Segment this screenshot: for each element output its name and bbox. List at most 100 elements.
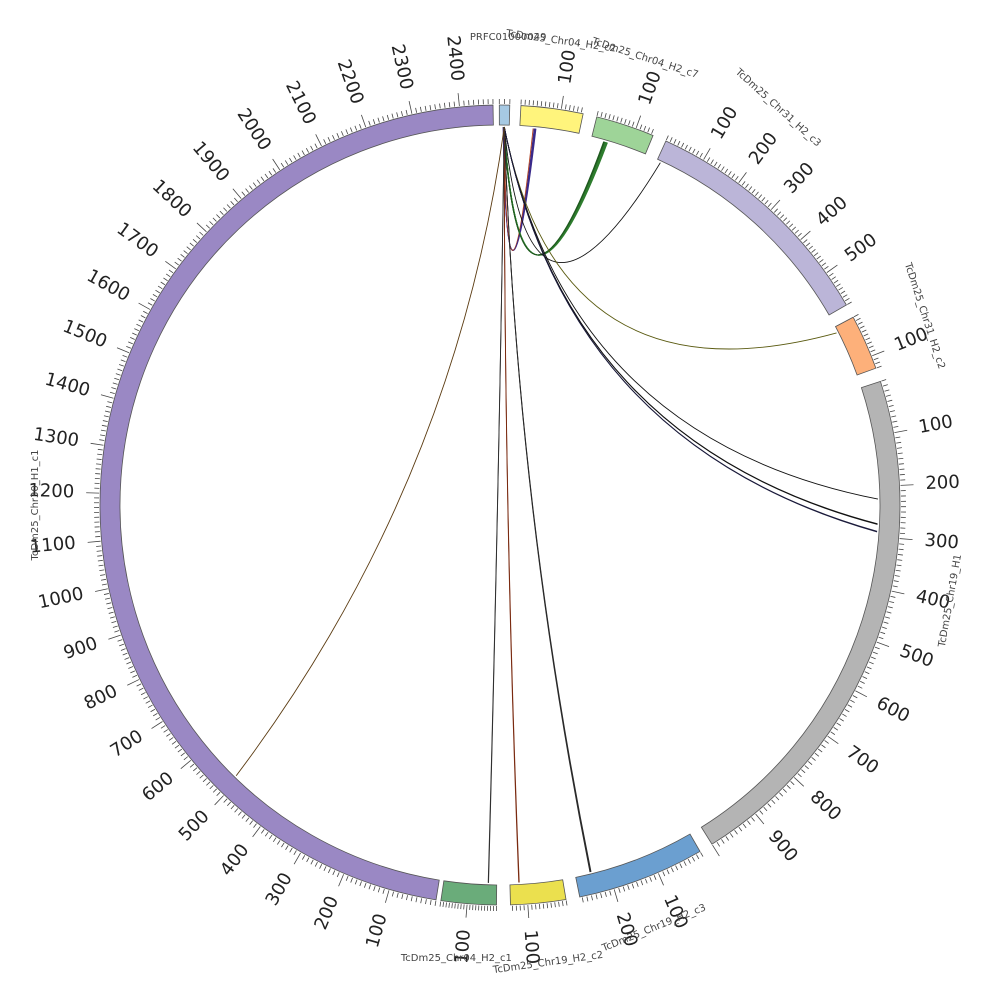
segment-TcDm25_Chr30_H1_c1[interactable] [99,104,494,901]
minor-tick [319,864,323,869]
minor-tick [836,283,841,287]
minor-tick [763,806,768,812]
tick-label: 2100 [281,78,320,128]
minor-tick [803,239,808,244]
minor-tick [831,276,836,280]
major-tick [127,679,140,686]
minor-tick [622,886,626,892]
minor-tick [183,250,188,254]
minor-tick [285,845,289,850]
minor-tick [109,391,115,394]
minor-tick [859,325,865,329]
minor-tick [887,606,893,609]
tick-label: 1300 [32,424,80,452]
minor-tick [653,875,657,880]
tick-label: 900 [764,826,802,866]
major-tick [315,134,322,147]
minor-tick [717,163,722,169]
minor-tick [192,238,198,243]
segment-TcDm25_Chr04_H2_c1[interactable] [440,880,498,906]
minor-tick [647,127,650,133]
segment-label: TcDm25_Chr31_H2_c3 [732,66,823,149]
minor-tick [700,852,704,857]
minor-tick [314,143,318,149]
minor-tick [838,287,843,291]
minor-tick [100,429,106,432]
segment-PRFC01000049[interactable] [498,104,511,126]
minor-tick [128,666,134,669]
minor-tick [821,262,827,267]
minor-tick [429,105,432,111]
minor-tick [627,885,630,891]
segment-TcDm25_Chr04_H2_c2[interactable] [519,105,584,134]
minor-tick [814,752,820,757]
minor-tick [897,452,903,455]
minor-tick [636,881,639,887]
minor-tick [853,314,859,318]
segment-TcDm25_Chr19_H1[interactable] [700,380,901,845]
major-tick [899,538,913,541]
minor-tick [147,302,153,306]
segment-label: TcDm25_Chr31_H2_c2 [902,261,947,371]
tick-label: 100 [520,929,543,965]
minor-tick [552,102,555,108]
minor-tick [256,179,261,184]
major-tick [635,115,642,128]
minor-tick [189,242,194,247]
minor-tick [293,850,297,855]
minor-tick [581,897,584,903]
minor-tick [721,166,725,171]
segment-TcDm25_Chr31_H2_c3[interactable] [657,140,847,316]
tick-label: 800 [81,681,121,715]
minor-tick [196,771,201,775]
segment-TcDm25_Chr04_H2_c7[interactable] [591,116,654,155]
minor-tick [783,217,788,222]
minor-tick [439,103,441,109]
minor-tick [891,415,897,418]
minor-tick [177,748,183,753]
minor-tick [101,583,107,586]
minor-tick [847,704,853,708]
minor-tick [230,200,235,206]
minor-tick [764,199,769,205]
minor-tick [105,597,111,600]
minor-tick [206,781,211,786]
minor-tick [136,323,142,327]
minor-tick [140,315,146,319]
minor-tick [223,207,228,212]
minor-tick [336,133,340,138]
minor-tick [780,214,785,219]
minor-tick [865,337,871,341]
minor-tick [327,137,331,142]
minor-tick [132,332,137,336]
major-tick [900,484,914,486]
tick-label: 100 [917,411,955,438]
minor-tick [293,155,297,160]
minor-tick [640,880,644,886]
major-tick [214,795,224,806]
minor-tick [616,116,619,122]
minor-tick [612,115,615,121]
minor-tick [767,803,772,808]
minor-tick [577,106,579,112]
segment-TcDm25_Chr19_H2_c3[interactable] [575,833,701,898]
minor-tick [857,321,863,325]
tick-label: 1600 [83,265,133,306]
minor-tick [439,901,442,907]
segment-TcDm25_Chr19_H2_c2[interactable] [509,879,567,906]
minor-tick [419,106,422,112]
minor-tick [249,820,254,825]
minor-tick [892,420,898,423]
minor-tick [687,858,691,864]
segment-TcDm25_Chr31_H2_c2[interactable] [834,316,877,376]
major-tick [90,442,104,446]
minor-tick [223,798,228,803]
minor-tick [881,379,887,382]
minor-tick [391,113,394,119]
minor-tick [830,731,836,735]
minor-tick [345,129,349,135]
minor-tick [230,805,235,810]
minor-tick [272,168,277,173]
minor-tick [884,389,890,392]
minor-tick [372,119,376,125]
